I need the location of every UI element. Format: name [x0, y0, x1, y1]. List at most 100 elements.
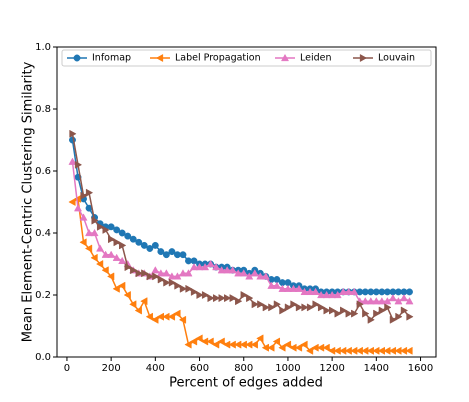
series-marker: [184, 269, 193, 277]
series-marker: [74, 160, 83, 169]
series-marker: [146, 245, 154, 252]
series-marker: [185, 284, 193, 293]
series-marker: [267, 343, 275, 352]
series-marker: [135, 269, 143, 278]
series-marker: [162, 251, 170, 259]
series-marker: [272, 337, 281, 346]
series-marker: [228, 266, 237, 274]
series-marker: [279, 306, 287, 315]
series-marker: [339, 287, 348, 296]
series-marker: [377, 297, 386, 305]
series-marker: [273, 300, 282, 309]
series-marker: [246, 294, 254, 303]
series-marker: [101, 266, 109, 275]
series-marker: [389, 315, 398, 324]
series-marker: [344, 287, 353, 296]
series-marker: [295, 303, 304, 312]
series-marker: [113, 226, 121, 234]
series-marker: [73, 204, 83, 212]
series-marker: [217, 266, 226, 274]
series-marker: [201, 290, 210, 300]
series-marker: [130, 266, 138, 275]
series-marker: [112, 253, 121, 261]
series-marker: [91, 216, 99, 225]
series-marker: [140, 241, 148, 249]
series-marker: [406, 312, 414, 321]
series-marker: [283, 284, 292, 292]
series-marker: [190, 287, 199, 296]
legend-label: Louvain: [378, 53, 415, 64]
series-marker: [322, 290, 331, 299]
series-marker: [405, 297, 414, 305]
series-marker: [79, 213, 88, 221]
legend-label: Infomap: [92, 53, 131, 64]
series-marker: [234, 269, 243, 277]
y-tick-label: 0.4: [35, 228, 51, 239]
series-marker: [372, 297, 381, 305]
series-marker: [229, 294, 237, 303]
series-marker: [179, 284, 188, 293]
series-marker: [90, 253, 98, 262]
series-marker: [283, 340, 292, 349]
series-marker: [345, 309, 353, 318]
series-marker: [123, 290, 131, 300]
series-marker: [400, 306, 409, 315]
series-marker: [80, 191, 88, 200]
y-tick-label: 0.2: [35, 290, 51, 301]
series-marker: [250, 340, 258, 349]
y-tick-label: 0.6: [35, 166, 51, 177]
series-marker: [129, 300, 137, 309]
series-marker: [90, 228, 99, 237]
series-marker: [218, 294, 226, 303]
legend-label: Leiden: [300, 53, 332, 64]
series-marker: [251, 300, 259, 309]
series-marker: [272, 281, 281, 289]
series-marker: [162, 269, 171, 277]
series-marker: [107, 272, 115, 281]
series-marker: [395, 312, 403, 321]
series-marker: [328, 290, 337, 299]
series-marker: [206, 337, 214, 346]
legend-label: Label Propagation: [175, 53, 261, 64]
series-marker: [294, 284, 304, 292]
series-marker: [189, 337, 198, 346]
series-marker: [146, 272, 154, 281]
series-marker: [151, 241, 159, 249]
series-marker: [96, 222, 105, 231]
series-marker: [96, 244, 105, 252]
series-marker: [334, 309, 342, 318]
series-marker: [361, 297, 370, 305]
series-marker: [178, 315, 187, 324]
x-tick-label: 1200: [319, 363, 344, 374]
series-marker: [167, 312, 176, 321]
series-marker: [223, 266, 232, 274]
legend-box: [61, 49, 432, 67]
series-marker: [151, 315, 159, 324]
series-marker: [207, 294, 215, 303]
series-marker: [157, 275, 165, 284]
legend-marker: [280, 53, 290, 62]
series-marker: [101, 250, 110, 258]
series-marker: [206, 259, 215, 268]
series-marker: [235, 297, 243, 306]
series-marker: [118, 229, 126, 237]
series-marker: [195, 334, 203, 343]
series-marker: [268, 303, 276, 312]
series-marker: [129, 235, 137, 243]
x-tick-label: 1600: [408, 363, 433, 374]
series-marker: [118, 256, 127, 265]
series-marker: [189, 262, 199, 271]
series-marker: [388, 293, 397, 302]
series-marker: [290, 300, 298, 309]
series-marker: [350, 287, 359, 296]
series-marker: [107, 250, 116, 258]
x-tick-label: 200: [102, 363, 121, 374]
series-marker: [322, 343, 330, 352]
legend-marker: [359, 53, 368, 63]
series-marker: [124, 263, 132, 272]
series-marker: [366, 297, 375, 305]
x-axis-label: Percent of edges added: [169, 376, 323, 391]
series-marker: [256, 272, 265, 280]
series-marker: [317, 290, 326, 299]
